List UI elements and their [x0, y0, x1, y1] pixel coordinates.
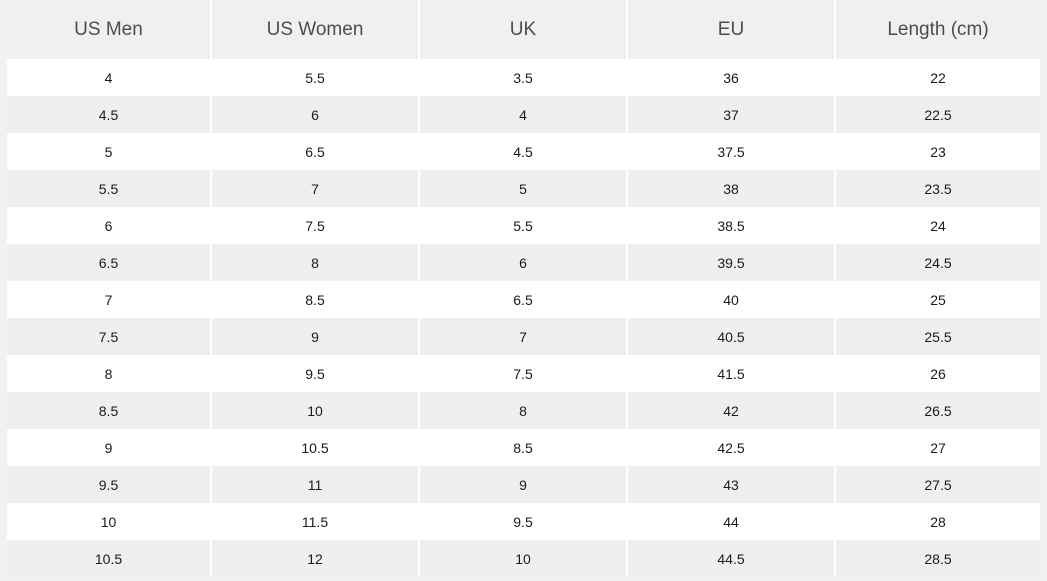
cell-us-men: 6.5 [7, 244, 212, 281]
cell-eu: 42 [628, 392, 836, 429]
cell-uk: 4 [420, 96, 628, 133]
cell-us-women: 9.5 [212, 355, 420, 392]
header-uk: UK [420, 0, 628, 59]
cell-uk: 10 [420, 540, 628, 577]
cell-us-men: 4 [7, 59, 212, 96]
cell-us-women: 11 [212, 466, 420, 503]
cell-us-men: 5 [7, 133, 212, 170]
cell-length-cm: 28 [930, 513, 946, 530]
cell-us-men: 7.5 [7, 318, 212, 355]
cell-eu: 39.5 [628, 244, 836, 281]
cell-uk: 3.5 [420, 59, 628, 96]
cell-eu: 44 [628, 503, 836, 540]
cell-uk: 5.5 [420, 207, 628, 244]
table-row: 10 11.5 9.5 44 28 [7, 503, 1040, 540]
table-row: 8 9.5 7.5 41.5 26 [7, 355, 1040, 392]
cell-us-women: 6.5 [212, 133, 420, 170]
cell-us-women: 5.5 [212, 59, 420, 96]
cell-us-women: 11.5 [212, 503, 420, 540]
cell-uk: 9.5 [420, 503, 628, 540]
header-us-men: US Men [7, 0, 212, 59]
header-us-women: US Women [212, 0, 420, 59]
cell-us-men: 8.5 [7, 392, 212, 429]
cell-us-women: 10.5 [212, 429, 420, 466]
table-body: 4 5.5 3.5 36 22 4.5 6 4 37 22.5 5 6.5 4.5 37.5 23 5.5 7 5… [7, 59, 1040, 577]
cell-us-women: 7.5 [212, 207, 420, 244]
cell-us-men: 7 [7, 281, 212, 318]
cell-us-women: 9 [212, 318, 420, 355]
table-row: 8.5 10 8 42 26.5 [7, 392, 1040, 429]
cell-length-cm: 22.5 [924, 106, 952, 123]
cell-length-cm: 26 [930, 365, 946, 382]
cell-uk: 8.5 [420, 429, 628, 466]
cell-us-men: 9.5 [7, 466, 212, 503]
cell-length-cm: 25 [930, 291, 946, 308]
table-row: 6 7.5 5.5 38.5 24 [7, 207, 1040, 244]
size-chart-table: US Men US Women UK EU Length (cm) 4 5.5 3.… [7, 0, 1040, 577]
cell-us-men: 8 [7, 355, 212, 392]
cell-eu: 37.5 [628, 133, 836, 170]
cell-length-cm: 28.5 [924, 550, 952, 567]
cell-us-men: 6 [7, 207, 212, 244]
cell-eu: 37 [628, 96, 836, 133]
cell-length-cm: 27 [930, 439, 946, 456]
cell-uk: 9 [420, 466, 628, 503]
cell-eu: 42.5 [628, 429, 836, 466]
cell-uk: 8 [420, 392, 628, 429]
cell-us-men: 4.5 [7, 96, 212, 133]
cell-length-cm: 27.5 [924, 476, 952, 493]
cell-uk: 7.5 [420, 355, 628, 392]
table-row: 4.5 6 4 37 22.5 [7, 96, 1040, 133]
cell-us-women: 12 [212, 540, 420, 577]
table-row: 7.5 9 7 40.5 25.5 [7, 318, 1040, 355]
cell-eu: 41.5 [628, 355, 836, 392]
table-row: 5.5 7 5 38 23.5 [7, 170, 1040, 207]
cell-us-women: 8 [212, 244, 420, 281]
table-row: 5 6.5 4.5 37.5 23 [7, 133, 1040, 170]
table-header: US Men US Women UK EU Length (cm) [7, 0, 1040, 59]
table-row: 9 10.5 8.5 42.5 27 [7, 429, 1040, 466]
table-row: 7 8.5 6.5 40 25 [7, 281, 1040, 318]
header-length-cm: Length (cm) [887, 18, 989, 40]
cell-length-cm: 23 [930, 143, 946, 160]
cell-length-cm: 22 [930, 69, 946, 86]
cell-eu: 43 [628, 466, 836, 503]
cell-us-men: 10 [7, 503, 212, 540]
table-row: 10.5 12 10 44.5 28.5 [7, 540, 1040, 577]
cell-us-men: 10.5 [7, 540, 212, 577]
cell-eu: 36 [628, 59, 836, 96]
cell-uk: 6.5 [420, 281, 628, 318]
cell-length-cm: 23.5 [924, 180, 952, 197]
cell-eu: 40 [628, 281, 836, 318]
cell-length-cm: 24.5 [924, 254, 952, 271]
cell-uk: 4.5 [420, 133, 628, 170]
table-row: 4 5.5 3.5 36 22 [7, 59, 1040, 96]
header-eu: EU [628, 0, 836, 59]
cell-eu: 40.5 [628, 318, 836, 355]
cell-us-women: 7 [212, 170, 420, 207]
cell-length-cm: 26.5 [924, 402, 952, 419]
cell-uk: 5 [420, 170, 628, 207]
cell-uk: 6 [420, 244, 628, 281]
cell-length-cm: 24 [930, 217, 946, 234]
cell-us-women: 6 [212, 96, 420, 133]
table-row: 9.5 11 9 43 27.5 [7, 466, 1040, 503]
cell-us-men: 5.5 [7, 170, 212, 207]
cell-us-women: 8.5 [212, 281, 420, 318]
cell-eu: 44.5 [628, 540, 836, 577]
cell-eu: 38.5 [628, 207, 836, 244]
cell-length-cm: 25.5 [924, 328, 952, 345]
table-row: 6.5 8 6 39.5 24.5 [7, 244, 1040, 281]
cell-us-women: 10 [212, 392, 420, 429]
cell-uk: 7 [420, 318, 628, 355]
cell-eu: 38 [628, 170, 836, 207]
cell-us-men: 9 [7, 429, 212, 466]
